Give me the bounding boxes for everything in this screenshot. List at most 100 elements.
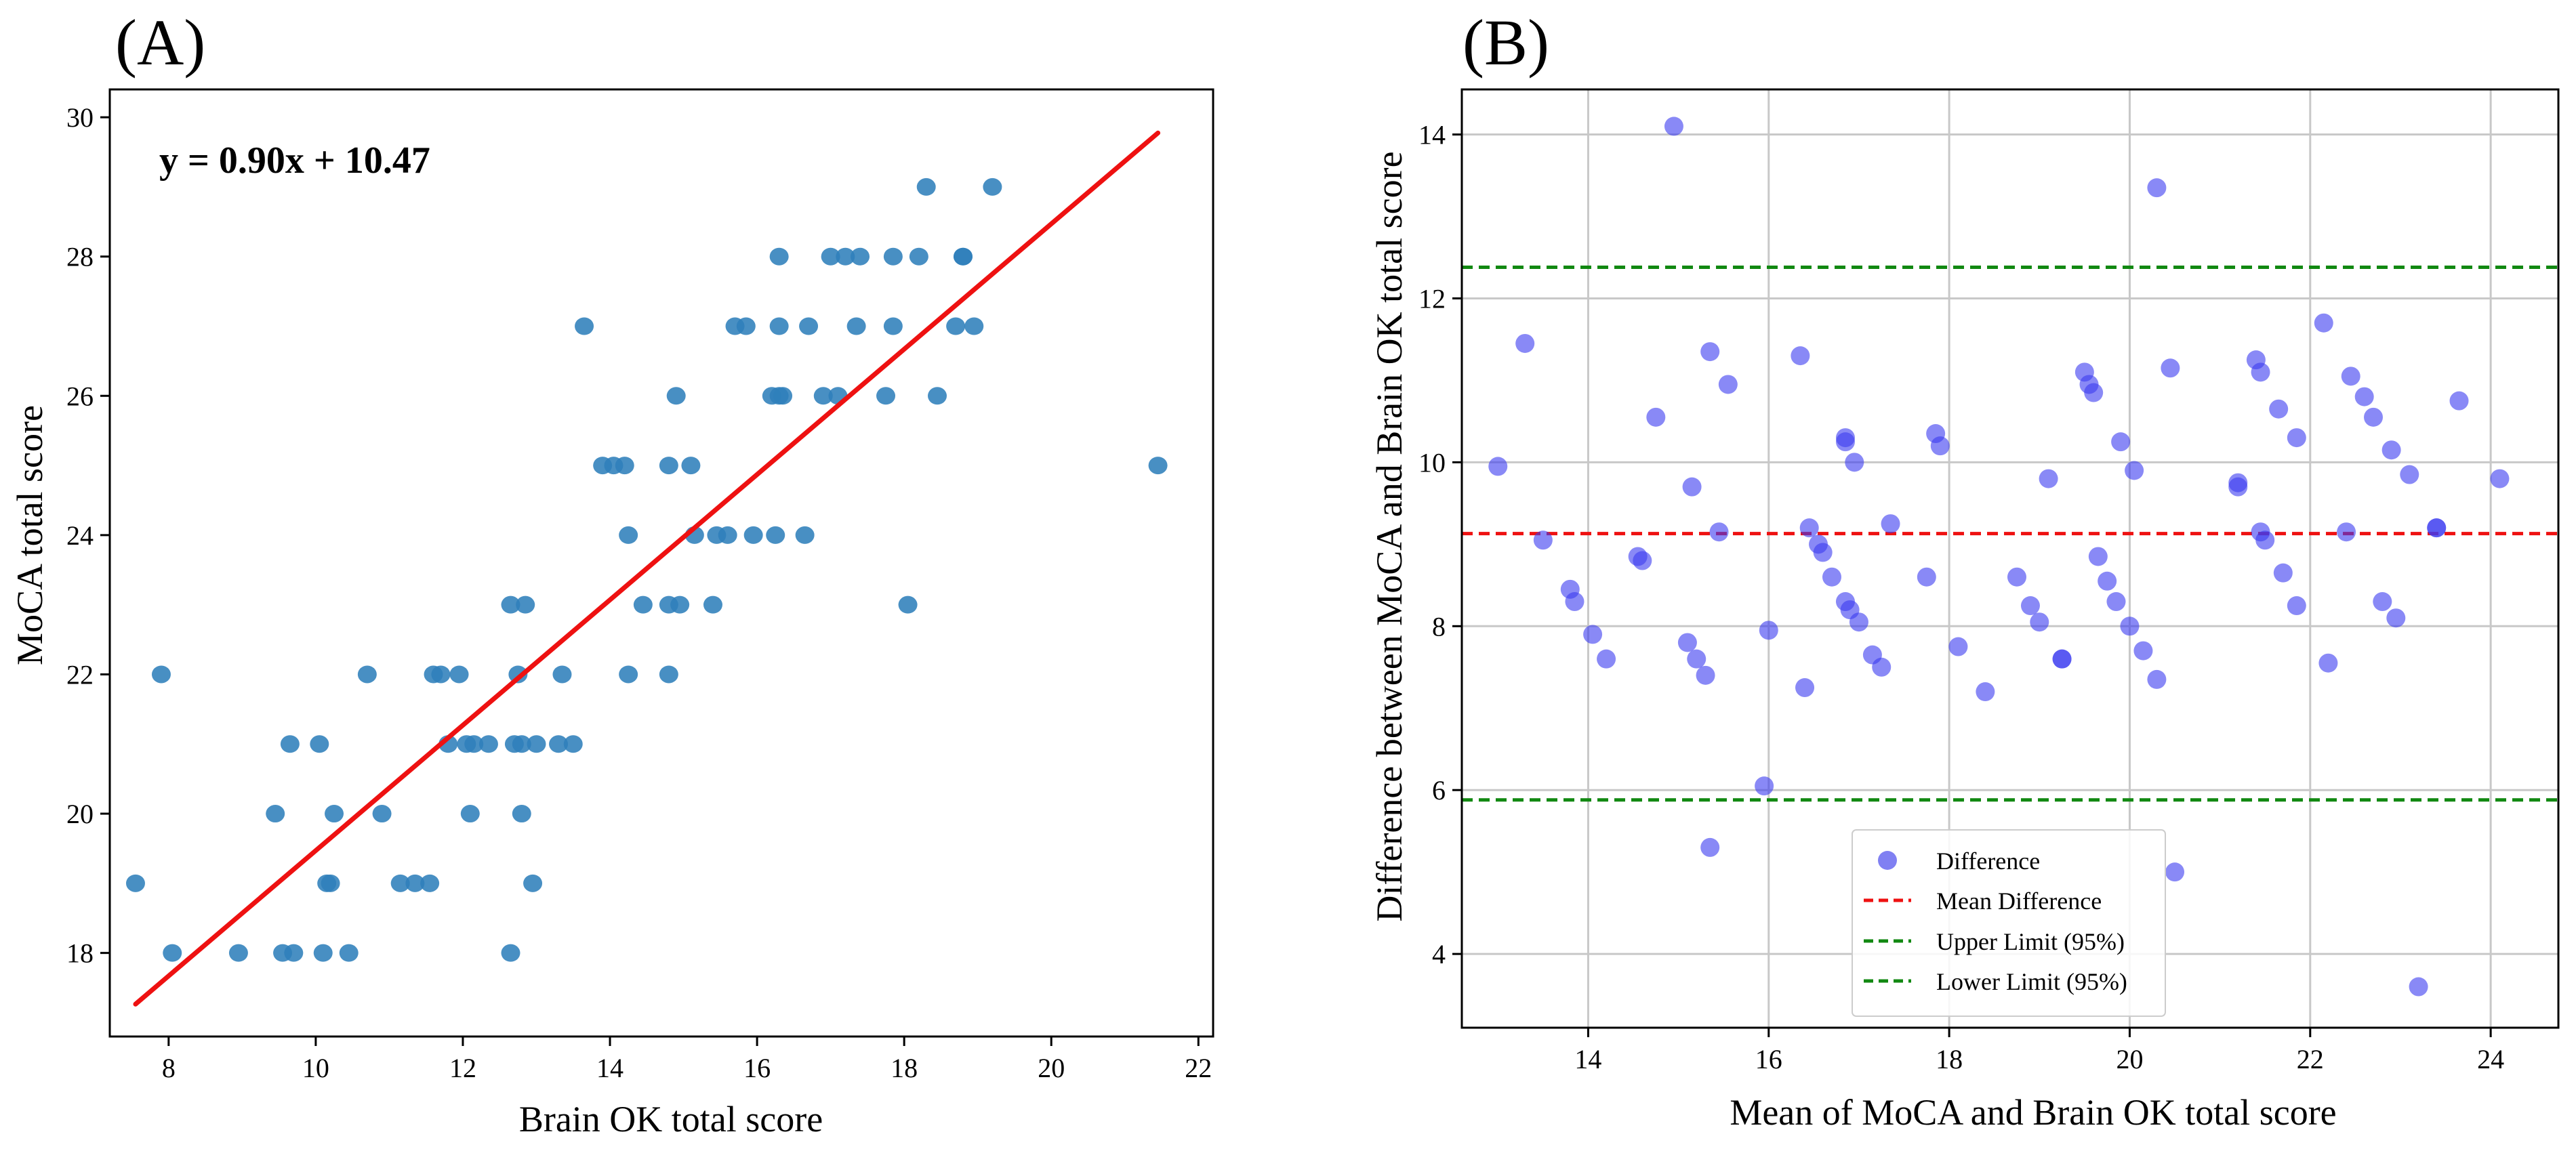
panel-b-y-tick-label: 8: [1432, 611, 1446, 642]
panel-b-data-point: [1791, 346, 1810, 366]
panel-a-data-point: [125, 874, 145, 892]
panel-b-data-point: [1687, 649, 1706, 669]
panel-a-data-point: [266, 805, 285, 823]
panel-a-data-point: [390, 874, 410, 892]
panel-b-data-point: [1664, 117, 1683, 136]
panel-a-data-point: [898, 595, 918, 614]
panel-a-x-tick-label: 14: [596, 1053, 623, 1083]
panel-b-data-point: [2381, 440, 2401, 460]
panel-b-data-point: [2287, 596, 2306, 616]
panel-a-data-point: [718, 526, 737, 544]
panel-a-y-tick-label: 26: [66, 381, 94, 411]
panel-b-data-point: [2314, 313, 2333, 333]
panel-a-data-point: [549, 735, 569, 753]
panel-a-data-point: [619, 665, 638, 684]
regression-line: [133, 130, 1161, 1007]
panel-b-data-point: [1795, 678, 1815, 698]
panel-b-data-point: [1822, 567, 1841, 587]
panel-a-scatter-chart: (A) y = 0.90x + 10.47 Brain OK total sco…: [9, 6, 1214, 1139]
panel-a-data-point: [876, 387, 896, 405]
panel-a-x-tick-label: 20: [1038, 1053, 1065, 1083]
regression-equation: y = 0.90x + 10.47: [159, 140, 430, 182]
panel-a-data-point: [909, 247, 928, 266]
panel-b-data-point: [1849, 612, 1868, 632]
panel-a-data-point: [659, 457, 678, 475]
panel-b-data-point: [2251, 362, 2270, 382]
panel-b-ticks: 14 16 18 20 22 24 4 6 8 10 12 14: [1418, 120, 2504, 1074]
panel-a-data-point: [228, 944, 248, 962]
panel-a-data-point: [766, 526, 785, 544]
panel-b-legend: Difference Mean Difference Upper Limit (…: [1852, 829, 2166, 1017]
panel-b-data-point: [1488, 457, 1508, 476]
panel-a-data-point: [821, 247, 840, 266]
panel-b-x-axis-title: Mean of MoCA and Brain OK total score: [1730, 1092, 2336, 1133]
panel-b-data-point: [1565, 592, 1585, 612]
panel-b-data-point: [1917, 567, 1936, 587]
panel-b-data-point: [1533, 530, 1553, 550]
panel-a-data-point: [420, 874, 440, 892]
panel-b-data-point: [1515, 333, 1535, 353]
panel-a-y-tick-label: 22: [66, 659, 94, 690]
panel-a-y-axis-title: MoCA total score: [9, 405, 50, 665]
panel-a-data-point: [151, 665, 171, 684]
panel-a-data-point: [313, 944, 333, 962]
panel-a-y-tick-label: 30: [66, 102, 94, 133]
panel-b-data-point: [1872, 657, 1892, 677]
panel-b-y-tick-label: 4: [1432, 939, 1446, 969]
panel-a-data-point: [659, 665, 678, 684]
panel-b-data-point: [2269, 399, 2289, 419]
panel-a-data-point: [670, 595, 690, 614]
panel-a-data-point: [501, 595, 520, 614]
panel-a-data-point: [633, 595, 653, 614]
panel-b-data-point: [2228, 477, 2248, 497]
panel-b-points: [1488, 117, 2510, 997]
panel-b-data-point: [2147, 178, 2167, 198]
panel-b-x-tick-label: 16: [1755, 1044, 1782, 1074]
panel-a-data-point: [846, 317, 866, 335]
panel-b-data-point: [2147, 669, 2167, 689]
panel-b-data-point: [2337, 522, 2356, 542]
panel-a-data-point: [478, 735, 498, 753]
panel-b-y-tick-label: 14: [1418, 120, 1446, 150]
panel-a-data-point: [836, 247, 855, 266]
panel-b-data-point: [2364, 407, 2384, 427]
panel-b-data-point: [2400, 465, 2419, 484]
panel-b-x-tick-label: 24: [2477, 1044, 2504, 1074]
panel-b-data-point: [2341, 367, 2360, 386]
panel-b-data-point: [2161, 358, 2180, 378]
panel-b-data-point: [2373, 592, 2392, 612]
panel-a-data-point: [799, 317, 819, 335]
panel-b-data-point: [2111, 432, 2131, 452]
legend-label-upper: Upper Limit (95%): [1936, 928, 2125, 955]
panel-b-data-point: [2318, 653, 2338, 673]
panel-a-x-tick-label: 12: [449, 1053, 476, 1083]
panel-b-data-point: [1799, 518, 1819, 538]
panel-a-data-point: [512, 735, 531, 753]
panel-b-data-point: [2020, 596, 2040, 616]
panel-a-data-point: [575, 317, 594, 335]
panel-b-data-point: [1597, 649, 1616, 669]
panel-a-ticks: 8 10 12 14 16 18 20 22 18 20 22 24 26 28 30: [66, 102, 1212, 1083]
panel-a-data-point: [964, 317, 984, 335]
panel-b-data-point: [2273, 563, 2293, 583]
panel-b-data-point: [1700, 837, 1720, 857]
panel-a-data-point: [983, 177, 1002, 196]
panel-a-data-point: [916, 177, 936, 196]
legend-label-lower: Lower Limit (95%): [1936, 968, 2127, 995]
panel-a-data-point: [284, 944, 304, 962]
panel-b-data-point: [2354, 387, 2374, 406]
panel-a-data-point: [527, 735, 546, 753]
panel-a-data-point: [325, 805, 344, 823]
panel-a-data-point: [280, 735, 300, 753]
panel-b-data-point: [1682, 477, 1702, 497]
panel-b-plot-frame: [1460, 88, 2560, 1029]
panel-a-data-point: [163, 944, 182, 962]
panel-a-data-point: [743, 526, 763, 544]
panel-a-x-tick-label: 16: [743, 1053, 771, 1083]
panel-b-data-point: [2030, 612, 2049, 632]
panel-a-regression-group: [133, 130, 1161, 1007]
panel-b-bland-altman-chart: (B) Mean of MoCA and Brain OK total scor…: [1369, 6, 2560, 1133]
panel-b-data-point: [1677, 633, 1697, 652]
panel-a-data-point: [552, 665, 572, 684]
